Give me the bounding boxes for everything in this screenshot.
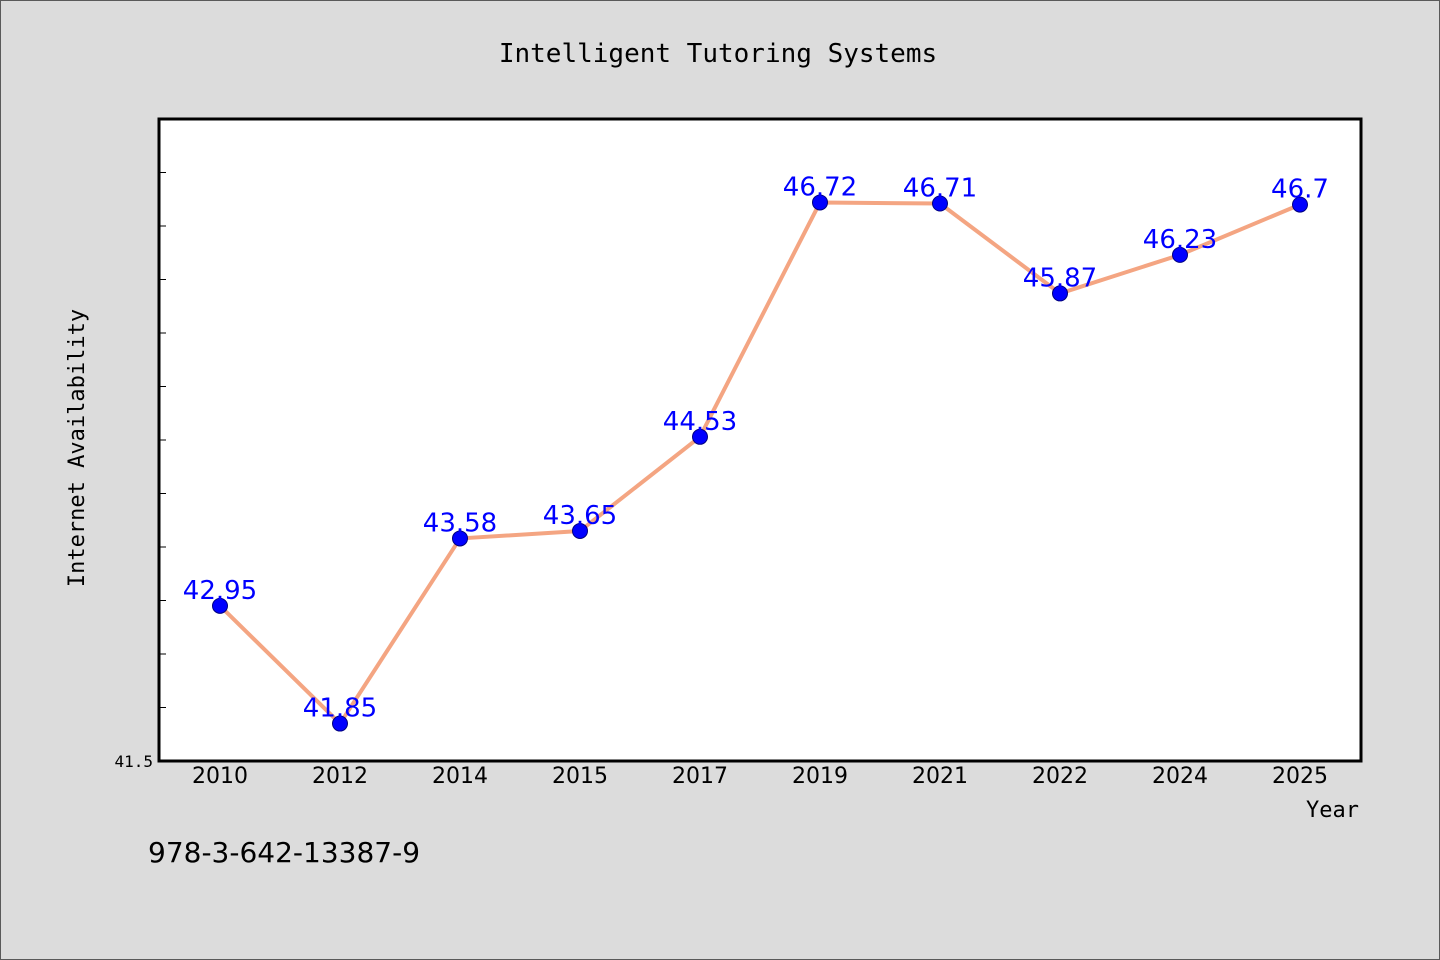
x-tick-label: 2022: [1032, 764, 1088, 789]
data-point-marker: [452, 530, 468, 547]
series-group: 42.95 41.85 43.58 43.65 44.53 46.72 46.71 45.87…: [183, 172, 1329, 732]
x-axis-label: Year: [1306, 798, 1359, 823]
data-point-marker: [332, 715, 348, 732]
data-point-marker: [572, 522, 588, 539]
x-tick-label: 2017: [672, 764, 728, 789]
x-tick-label: 2015: [552, 764, 608, 789]
data-point-marker: [1172, 246, 1188, 263]
data-value-label: 46.7: [1271, 175, 1329, 205]
data-value-label: 43.65: [543, 501, 617, 531]
data-value-label: 46.23: [1143, 225, 1217, 255]
y-axis-ticks: [159, 172, 166, 708]
x-tick-label: 2019: [792, 764, 848, 789]
data-value-label: 46.71: [903, 174, 977, 204]
x-tick-label: 2014: [432, 764, 488, 789]
plot-area: [157, 117, 1363, 763]
data-value-label: 44.53: [663, 407, 737, 437]
x-tick-label: 2025: [1272, 764, 1328, 789]
data-point-marker: [212, 597, 228, 614]
footnote-isbn: 978-3-642-13387-9: [148, 836, 420, 869]
data-value-label: 41.85: [303, 694, 377, 724]
data-value-label: 46.72: [783, 172, 857, 202]
data-point-marker: [1292, 196, 1308, 213]
x-tick-label: 2024: [1152, 764, 1208, 789]
y-axis-min-label: 41.5: [114, 752, 153, 771]
data-point-marker: [692, 428, 708, 445]
x-tick-label: 2010: [192, 764, 248, 789]
x-tick-label: 2021: [912, 764, 968, 789]
x-axis-ticks: 2010 2012 2014 2015 2017 2019 2021 2022 2024 2025: [192, 764, 1328, 789]
data-point-marker: [932, 195, 948, 212]
chart-title: Intelligent Tutoring Systems: [499, 39, 937, 69]
data-value-label: 45.87: [1023, 263, 1097, 293]
data-value-label: 43.58: [423, 508, 497, 538]
series-line: [218, 200, 1301, 726]
data-point-marker: [1052, 285, 1068, 302]
data-point-marker: [812, 194, 828, 211]
y-axis-label: Internet Availability: [65, 309, 90, 587]
data-value-label: 42.95: [183, 576, 257, 606]
x-tick-label: 2012: [312, 764, 368, 789]
